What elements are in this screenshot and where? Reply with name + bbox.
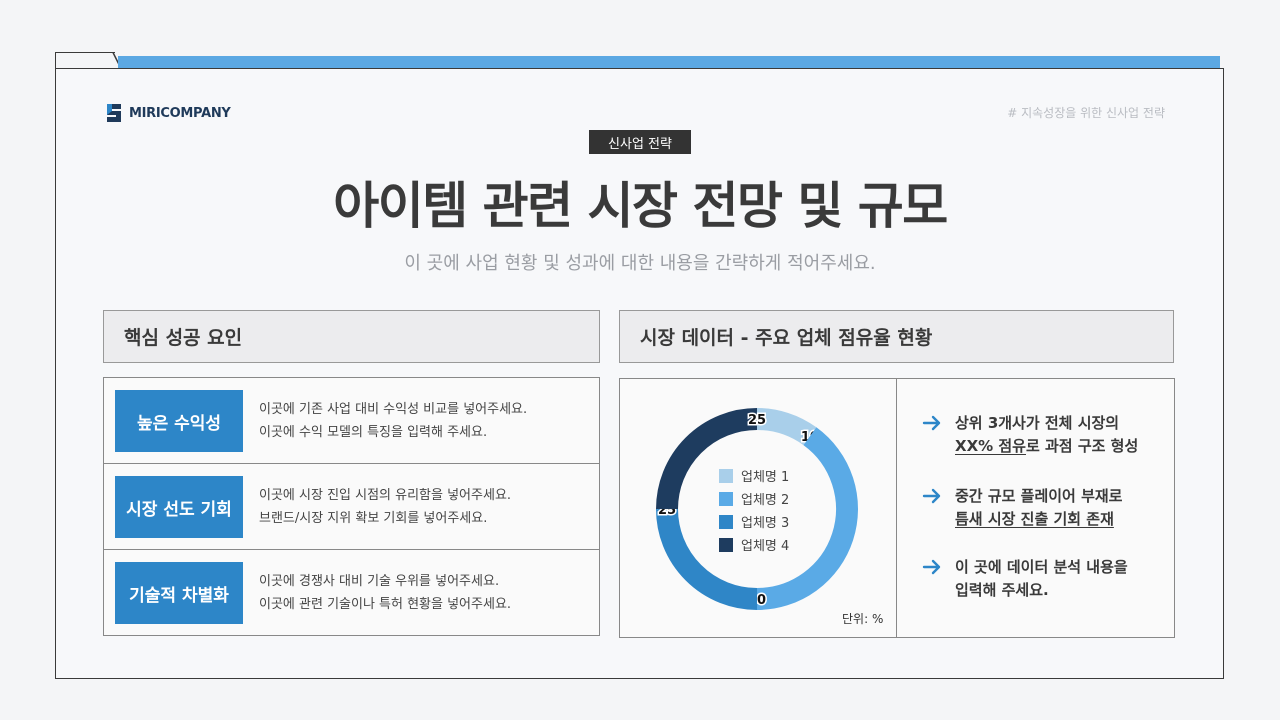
factor-label: 시장 선도 기회 bbox=[115, 476, 243, 538]
chart-legend: 업체명 1 업체명 2 업체명 3 업체명 4 bbox=[719, 464, 789, 556]
brand-logo: MIRICOMPANY bbox=[104, 102, 231, 124]
legend-swatch bbox=[719, 491, 733, 506]
factor-desc-line: 이곳에 기존 사업 대비 수익성 비교를 넣어주세요. bbox=[259, 402, 528, 417]
arrow-right-icon bbox=[922, 559, 941, 575]
factor-desc-line: 이곳에 시장 진입 시점의 유리함을 넣어주세요. bbox=[259, 488, 512, 503]
donut-data-label: 25 bbox=[748, 413, 766, 428]
frame-tab bbox=[55, 52, 115, 69]
factor-desc-line: 브랜드/시장 지위 확보 기회를 넣어주세요. bbox=[259, 511, 488, 526]
donut-slice bbox=[756, 427, 858, 610]
hashtag-text: # 지속성장을 위한 신사업 전략 bbox=[1007, 106, 1165, 120]
panel-divider bbox=[896, 378, 897, 638]
factor-description: 이곳에 시장 진입 시점의 유리함을 넣어주세요. 브랜드/시장 지위 확보 기… bbox=[259, 484, 511, 530]
brand-name: MIRICOMPANY bbox=[129, 105, 231, 121]
success-factors-heading: 핵심 성공 요인 bbox=[103, 310, 600, 363]
analysis-line-rest: 로 과점 구조 형성 bbox=[1025, 437, 1139, 455]
market-data-heading: 시장 데이터 - 주요 업체 점유율 현황 bbox=[619, 310, 1174, 363]
donut-slice bbox=[656, 408, 758, 510]
donut-slice bbox=[656, 508, 758, 610]
factor-card: 시장 선도 기회 이곳에 시장 진입 시점의 유리함을 넣어주세요. 브랜드/시… bbox=[103, 463, 600, 550]
category-badge: 신사업 전략 bbox=[589, 130, 691, 154]
factor-description: 이곳에 기존 사업 대비 수익성 비교를 넣어주세요. 이곳에 수익 모델의 특… bbox=[259, 398, 527, 444]
factor-card: 높은 수익성 이곳에 기존 사업 대비 수익성 비교를 넣어주세요. 이곳에 수… bbox=[103, 377, 600, 464]
factor-desc-line: 이곳에 수익 모델의 특징을 입력해 주세요. bbox=[259, 425, 488, 440]
arrow-right-icon bbox=[922, 415, 941, 431]
analysis-line: 이 곳에 데이터 분석 내용을 bbox=[955, 558, 1128, 576]
analysis-highlight: XX% 점유 bbox=[955, 437, 1026, 455]
factor-desc-line: 이곳에 경쟁사 대비 기술 우위를 넣어주세요. bbox=[259, 574, 500, 589]
legend-item: 업체명 2 bbox=[719, 487, 789, 510]
analysis-line: 중간 규모 플레이어 부재로 bbox=[955, 487, 1123, 505]
legend-item: 업체명 4 bbox=[719, 533, 789, 556]
page-subtitle: 이 곳에 사업 현황 및 성과에 대한 내용을 간략하게 적어주세요. bbox=[404, 253, 876, 274]
legend-label: 업체명 4 bbox=[741, 539, 790, 554]
analysis-text: 이 곳에 데이터 분석 내용을 입력해 주세요. bbox=[955, 556, 1128, 602]
legend-label: 업체명 2 bbox=[741, 493, 790, 508]
analysis-point: 이 곳에 데이터 분석 내용을 입력해 주세요. bbox=[921, 556, 1128, 602]
analysis-text: 상위 3개사가 전체 시장의 XX% 점유로 과점 구조 형성 bbox=[955, 412, 1138, 458]
logo-s-icon bbox=[107, 104, 121, 122]
analysis-line: 상위 3개사가 전체 시장의 bbox=[955, 414, 1120, 432]
donut-slice bbox=[756, 408, 817, 446]
analysis-highlight: 틈새 시장 진출 기회 존재 bbox=[955, 510, 1114, 528]
legend-swatch bbox=[719, 537, 733, 552]
header-strip bbox=[118, 56, 1220, 68]
legend-swatch bbox=[719, 514, 733, 529]
legend-item: 업체명 1 bbox=[719, 464, 789, 487]
page-title: 아이템 관련 시장 전망 및 규모 bbox=[333, 177, 948, 235]
factor-description: 이곳에 경쟁사 대비 기술 우위를 넣어주세요. 이곳에 관련 기술이나 특허 … bbox=[259, 570, 511, 616]
legend-label: 업체명 3 bbox=[741, 516, 790, 531]
analysis-line-rest: 입력해 주세요. bbox=[955, 581, 1049, 599]
legend-swatch bbox=[719, 468, 733, 483]
analysis-point: 중간 규모 플레이어 부재로 틈새 시장 진출 기회 존재 bbox=[921, 485, 1122, 531]
arrow-right-icon bbox=[922, 488, 941, 504]
legend-label: 업체명 1 bbox=[741, 470, 790, 485]
unit-label: 단위: % bbox=[842, 612, 884, 626]
factor-card: 기술적 차별화 이곳에 경쟁사 대비 기술 우위를 넣어주세요. 이곳에 관련 … bbox=[103, 549, 600, 636]
analysis-point: 상위 3개사가 전체 시장의 XX% 점유로 과점 구조 형성 bbox=[921, 412, 1138, 458]
analysis-text: 중간 규모 플레이어 부재로 틈새 시장 진출 기회 존재 bbox=[955, 485, 1122, 531]
factor-label: 높은 수익성 bbox=[115, 390, 243, 452]
legend-item: 업체명 3 bbox=[719, 510, 789, 533]
factor-desc-line: 이곳에 관련 기술이나 특허 현황을 넣어주세요. bbox=[259, 597, 512, 612]
factor-label: 기술적 차별화 bbox=[115, 562, 243, 624]
